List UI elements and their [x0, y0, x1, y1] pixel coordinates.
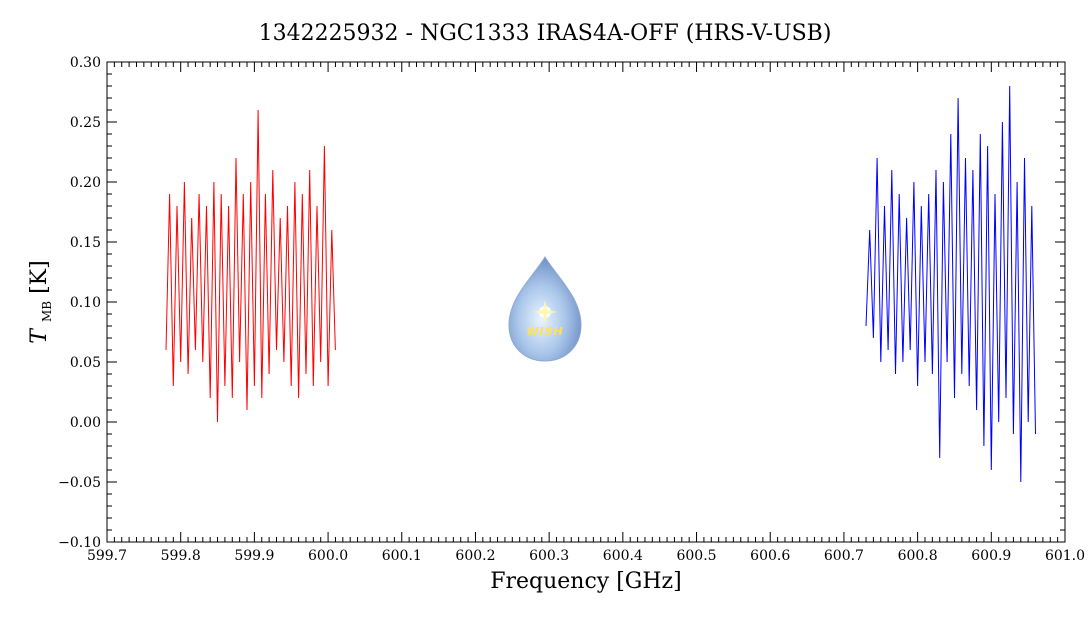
x-tick-label: 601.0	[1045, 548, 1085, 564]
chart-title: 1342225932 - NGC1333 IRAS4A-OFF (HRS-V-U…	[259, 21, 832, 46]
y-tick-label: −0.10	[58, 535, 101, 551]
y-axis: −0.10 −0.05 0.00 0.05 0.10 0.15 0.20 0.25 0.30	[58, 55, 1065, 551]
x-tick-label: 600.3	[529, 548, 569, 564]
plot-frame	[106, 61, 1066, 543]
y-axis-label-sub: MB	[40, 301, 54, 322]
x-tick-label: 600.6	[750, 548, 790, 564]
logo-text: WISH	[526, 325, 563, 338]
x-tick-label: 600.1	[382, 548, 422, 564]
spectra	[165, 85, 1036, 483]
series-line-2	[865, 85, 1036, 483]
y-tick-label: 0.00	[70, 415, 101, 431]
y-tick-label: 0.30	[70, 55, 101, 71]
series-line-1	[165, 109, 336, 423]
y-tick-label: 0.20	[70, 175, 101, 191]
x-tick-label: 599.7	[87, 548, 127, 564]
y-tick-label: 0.10	[70, 295, 101, 311]
y-axis-label-unit: [K]	[27, 260, 52, 294]
y-axis-label: T MB [K]	[27, 260, 57, 343]
svg-text:T MB [K]: T MB [K]	[27, 260, 57, 343]
x-tick-label: 600.0	[308, 548, 348, 564]
y-tick-label: −0.05	[58, 475, 101, 491]
y-tick-label: 0.15	[70, 235, 101, 251]
y-tick-label: 0.05	[70, 355, 101, 371]
x-tick-label: 600.2	[455, 548, 495, 564]
x-axis: 599.7 599.8 599.9 600.0 600.1 600.2 600.3 600.4…	[87, 62, 1085, 564]
wish-logo: WISH	[508, 256, 582, 362]
x-tick-label: 599.8	[161, 548, 201, 564]
x-tick-label: 600.4	[603, 548, 643, 564]
x-axis-label: Frequency [GHz]	[490, 569, 682, 594]
y-axis-label-main: T	[27, 327, 52, 344]
x-tick-label: 600.9	[971, 548, 1011, 564]
x-tick-label: 600.5	[676, 548, 716, 564]
x-tick-label: 600.7	[824, 548, 864, 564]
x-tick-label: 600.8	[898, 548, 938, 564]
x-tick-label: 599.9	[234, 548, 274, 564]
y-tick-label: 0.25	[70, 115, 101, 131]
